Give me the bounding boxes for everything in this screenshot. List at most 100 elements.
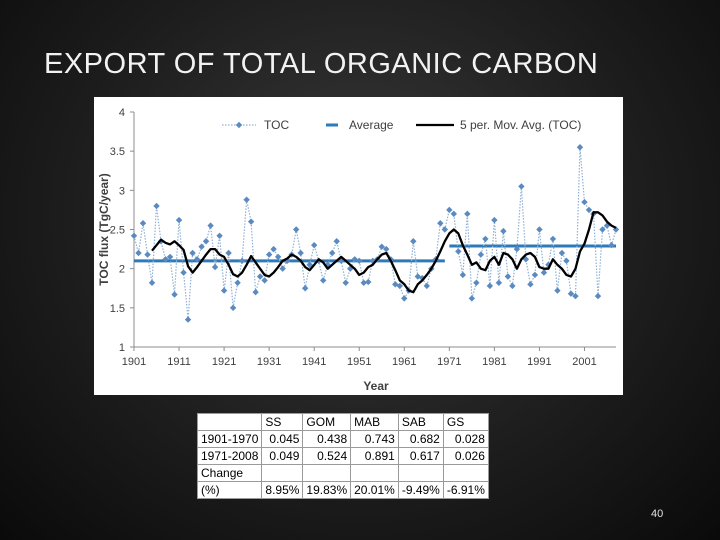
table-cell	[261, 464, 304, 482]
table-cell: -6.91%	[442, 481, 489, 499]
table-cell: 0.026	[442, 447, 489, 465]
toc-point	[175, 216, 183, 224]
toc-point	[261, 277, 268, 284]
toc-point	[450, 210, 458, 218]
x-tick-label: 1931	[257, 356, 281, 368]
toc-point	[423, 282, 431, 290]
y-tick-label: 2	[119, 264, 125, 276]
toc-point	[329, 249, 336, 257]
table-header-cell: MAB	[350, 413, 399, 431]
y-tick-label: 4	[119, 107, 125, 119]
toc-point	[473, 279, 480, 286]
toc-point	[441, 226, 449, 233]
table-row-label: Change	[196, 464, 263, 482]
table-cell: -9.49%	[397, 481, 444, 499]
y-tick-label: 1	[119, 342, 125, 354]
toc-point	[252, 288, 259, 296]
toc-point	[225, 249, 232, 257]
toc-point	[549, 235, 557, 243]
toc-point	[378, 243, 385, 250]
table-cell: 20.01%	[350, 481, 399, 499]
moving-average-series	[151, 211, 617, 294]
toc-point	[536, 226, 543, 233]
chart-svg: 11.522.533.54 1901 1911 1921 1931 1941 1951 19…	[97, 107, 620, 393]
toc-point	[238, 257, 246, 265]
toc-point	[581, 198, 588, 206]
change-table: SS GOM MAB SAB GS 1901-1970 0.045 0.438 0.743 0.6…	[196, 413, 489, 499]
toc-point	[301, 285, 309, 292]
x-tick-label: 2001	[572, 356, 596, 368]
toc-point	[166, 253, 174, 261]
toc-point	[437, 220, 444, 227]
toc-point	[599, 226, 606, 233]
toc-point	[229, 304, 237, 312]
toc-point	[180, 269, 187, 276]
x-tick-label: 1921	[212, 356, 236, 368]
table-cell: 0.524	[302, 447, 352, 465]
toc-point	[297, 249, 304, 257]
table-header-cell	[196, 413, 263, 431]
toc-point	[527, 281, 534, 288]
table-row-label: 1971-2008	[196, 447, 263, 465]
toc-point	[220, 287, 228, 294]
table-row: (%) 8.95% 19.83% 20.01% -9.49% -6.91%	[196, 481, 489, 499]
toc-point	[531, 271, 539, 279]
toc-point	[193, 256, 201, 263]
y-tick-label: 1.5	[110, 303, 125, 315]
toc-point	[410, 238, 417, 245]
toc-point	[171, 291, 178, 298]
table-header-row: SS GOM MAB SAB GS	[196, 413, 489, 431]
toc-point	[162, 256, 169, 263]
toc-point	[477, 251, 485, 258]
toc-point	[243, 196, 250, 203]
toc-point	[396, 282, 403, 290]
toc-point	[540, 269, 548, 276]
toc-point	[351, 256, 358, 263]
toc-point	[130, 232, 138, 239]
moving-average-line	[151, 211, 617, 294]
x-tick-labels: 1901 1911 1921 1931 1941 1951 1961 1971 1981 1991…	[122, 356, 597, 368]
table-row: 1901-1970 0.045 0.438 0.743 0.682 0.028	[196, 430, 489, 448]
toc-point	[292, 226, 300, 233]
toc-point	[279, 265, 286, 272]
toc-point	[135, 249, 142, 257]
table-row: Change	[196, 464, 489, 482]
toc-point	[365, 278, 372, 286]
toc-point	[500, 227, 507, 235]
x-tick-label: 1941	[302, 356, 326, 368]
toc-point	[319, 277, 327, 284]
chart-legend: TOC Average 5 per. Mov. Avg. (TOC)	[222, 118, 581, 132]
toc-series	[130, 144, 620, 323]
toc-point	[446, 206, 453, 214]
toc-point	[513, 245, 521, 253]
toc-point	[558, 249, 566, 257]
toc-point	[148, 279, 156, 286]
toc-point	[545, 261, 552, 268]
toc-point	[265, 251, 273, 258]
x-tick-label: 1961	[392, 356, 416, 368]
table-cell: 0.682	[397, 430, 444, 448]
toc-point	[256, 273, 264, 280]
y-tick-label: 3	[119, 185, 125, 197]
toc-point	[608, 241, 615, 249]
toc-point	[310, 241, 318, 249]
toc-point	[342, 279, 349, 286]
toc-point	[333, 238, 340, 245]
table-cell	[302, 464, 352, 482]
table-cell: 0.438	[302, 430, 352, 448]
toc-point	[509, 282, 516, 290]
toc-point	[383, 245, 390, 253]
y-tick-labels: 1 1.5 2 2.5 3 3.5 4	[110, 107, 125, 354]
legend-average-label: Average	[349, 118, 394, 132]
toc-point	[486, 282, 494, 290]
toc-point	[576, 144, 584, 151]
chart-axes	[130, 111, 616, 351]
toc-point	[139, 220, 147, 227]
y-axis-label: TOC flux (TgC/year)	[97, 173, 111, 285]
toc-point	[211, 263, 219, 271]
x-tick-label: 1911	[167, 356, 191, 368]
table-header-cell: SAB	[397, 413, 444, 431]
table-cell	[397, 464, 444, 482]
toc-point	[504, 273, 512, 280]
toc-point	[216, 232, 223, 239]
